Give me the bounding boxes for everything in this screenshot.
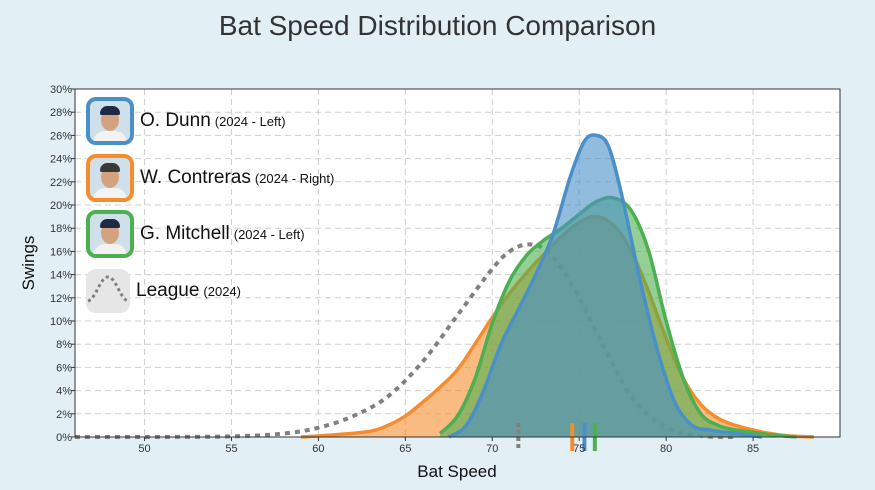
legend-detail: (2024 - Left)	[214, 113, 286, 129]
y-tick-label: 10%	[50, 316, 72, 328]
x-tick-label: 60	[312, 443, 324, 455]
legend-detail: (2024)	[203, 283, 241, 299]
legend-item-contreras[interactable]: W. Contreras (2024 - Right)	[86, 154, 334, 202]
legend-detail: (2024 - Left)	[233, 226, 305, 242]
legend-detail: (2024 - Right)	[254, 170, 335, 186]
y-tick-label: 22%	[50, 177, 72, 189]
y-tick-label: 20%	[50, 200, 72, 212]
y-tick-label: 6%	[56, 362, 72, 374]
legend-item-league[interactable]: League (2024)	[86, 267, 241, 315]
y-axis-ticks: 0% 2% 4% 6% 8% 10% 12% 14% 16% 18% 20% 22% 24% 26% 28%…	[50, 84, 75, 444]
y-tick-label: 24%	[50, 154, 72, 166]
area-o-dunn	[448, 134, 762, 437]
y-tick-label: 30%	[50, 84, 72, 96]
line-o-dunn	[447, 133, 763, 439]
y-tick-label: 28%	[50, 107, 72, 119]
x-tick-label: 85	[747, 443, 759, 455]
x-tick-label: 65	[399, 443, 411, 455]
y-tick-label: 18%	[50, 223, 72, 235]
y-tick-label: 8%	[56, 339, 72, 351]
y-axis-label: Swings	[19, 236, 38, 291]
series-layer	[74, 133, 814, 440]
legend-name: O. Dunn	[140, 110, 211, 131]
league-curve-glyph	[87, 275, 129, 303]
x-axis-ticks: 50 55 60 65 70 75 80 85	[138, 437, 759, 455]
y-tick-label: 16%	[50, 246, 72, 258]
legend-name: League	[136, 280, 200, 301]
x-tick-label: 70	[486, 443, 498, 455]
legend-name: G. Mitchell	[140, 223, 230, 244]
y-tick-label: 2%	[56, 409, 72, 421]
player-avatar-contreras	[86, 154, 134, 202]
x-tick-label: 80	[660, 443, 672, 455]
plot-frame	[74, 88, 841, 438]
y-tick-label: 4%	[56, 386, 72, 398]
x-axis-label: Bat Speed	[417, 462, 496, 481]
y-tick-label: 26%	[50, 130, 72, 142]
y-tick-label: 0%	[56, 432, 72, 444]
player-avatar-mitchell	[86, 210, 134, 258]
legend-item-mitchell[interactable]: G. Mitchell (2024 - Left)	[86, 210, 305, 258]
x-tick-label: 55	[225, 443, 237, 455]
legend-name: W. Contreras	[140, 167, 251, 188]
chart-title: Bat Speed Distribution Comparison	[218, 10, 657, 41]
league-curve-icon	[86, 269, 130, 313]
legend-item-dunn[interactable]: O. Dunn (2024 - Left)	[86, 97, 286, 145]
x-tick-label: 50	[138, 443, 150, 455]
x-tick-label: 75	[573, 443, 585, 455]
y-tick-label: 12%	[50, 293, 72, 305]
player-avatar-dunn	[86, 97, 134, 145]
y-tick-label: 14%	[50, 270, 72, 282]
